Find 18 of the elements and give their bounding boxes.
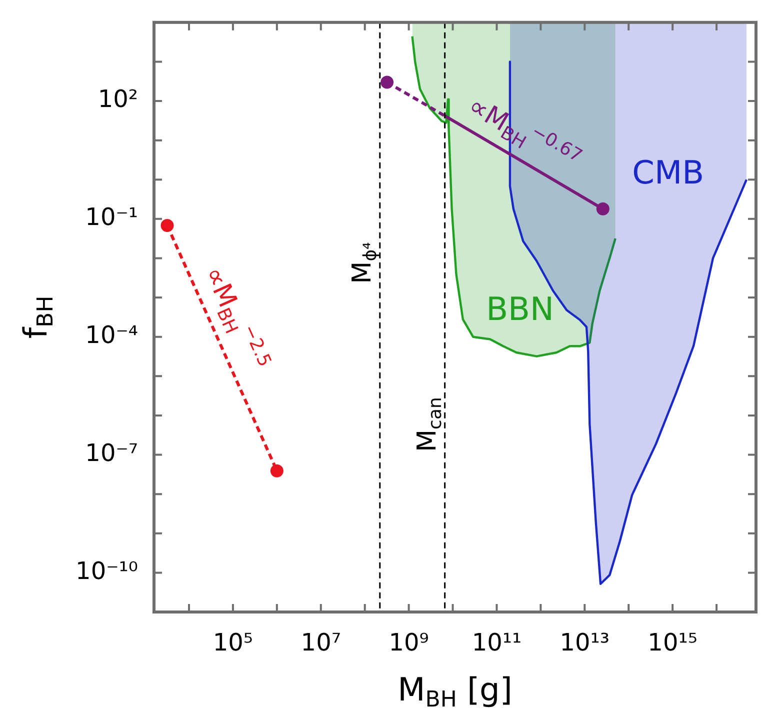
x-tick-label: 10¹³ xyxy=(560,628,610,657)
x-tick-label: 10¹⁵ xyxy=(648,628,698,657)
y-tick-label: 10⁻⁴ xyxy=(85,321,138,350)
y-tick-label: 10⁻¹ xyxy=(85,203,138,232)
x-tick-label: 10¹¹ xyxy=(472,628,522,657)
x-tick-label: 10⁵ xyxy=(212,628,254,657)
text: ∝MBH−0.67 xyxy=(462,90,586,167)
y-tick-label: 10⁻⁷ xyxy=(85,439,138,468)
x-tick-label: 10⁷ xyxy=(300,628,341,657)
ref-line-label: Mcan xyxy=(412,397,446,452)
ref-line-label: Mϕ⁴ xyxy=(348,242,381,284)
y-tick-label: 10² xyxy=(98,85,138,114)
x-tick-label: 10⁹ xyxy=(388,628,429,657)
text: ∝MBH−2.5 xyxy=(198,262,276,370)
series-label: CMB xyxy=(632,153,704,192)
y-axis-title: fBH xyxy=(16,296,59,339)
series-label: BBN xyxy=(486,290,554,328)
y-tick-label: 10⁻¹⁰ xyxy=(76,556,138,585)
